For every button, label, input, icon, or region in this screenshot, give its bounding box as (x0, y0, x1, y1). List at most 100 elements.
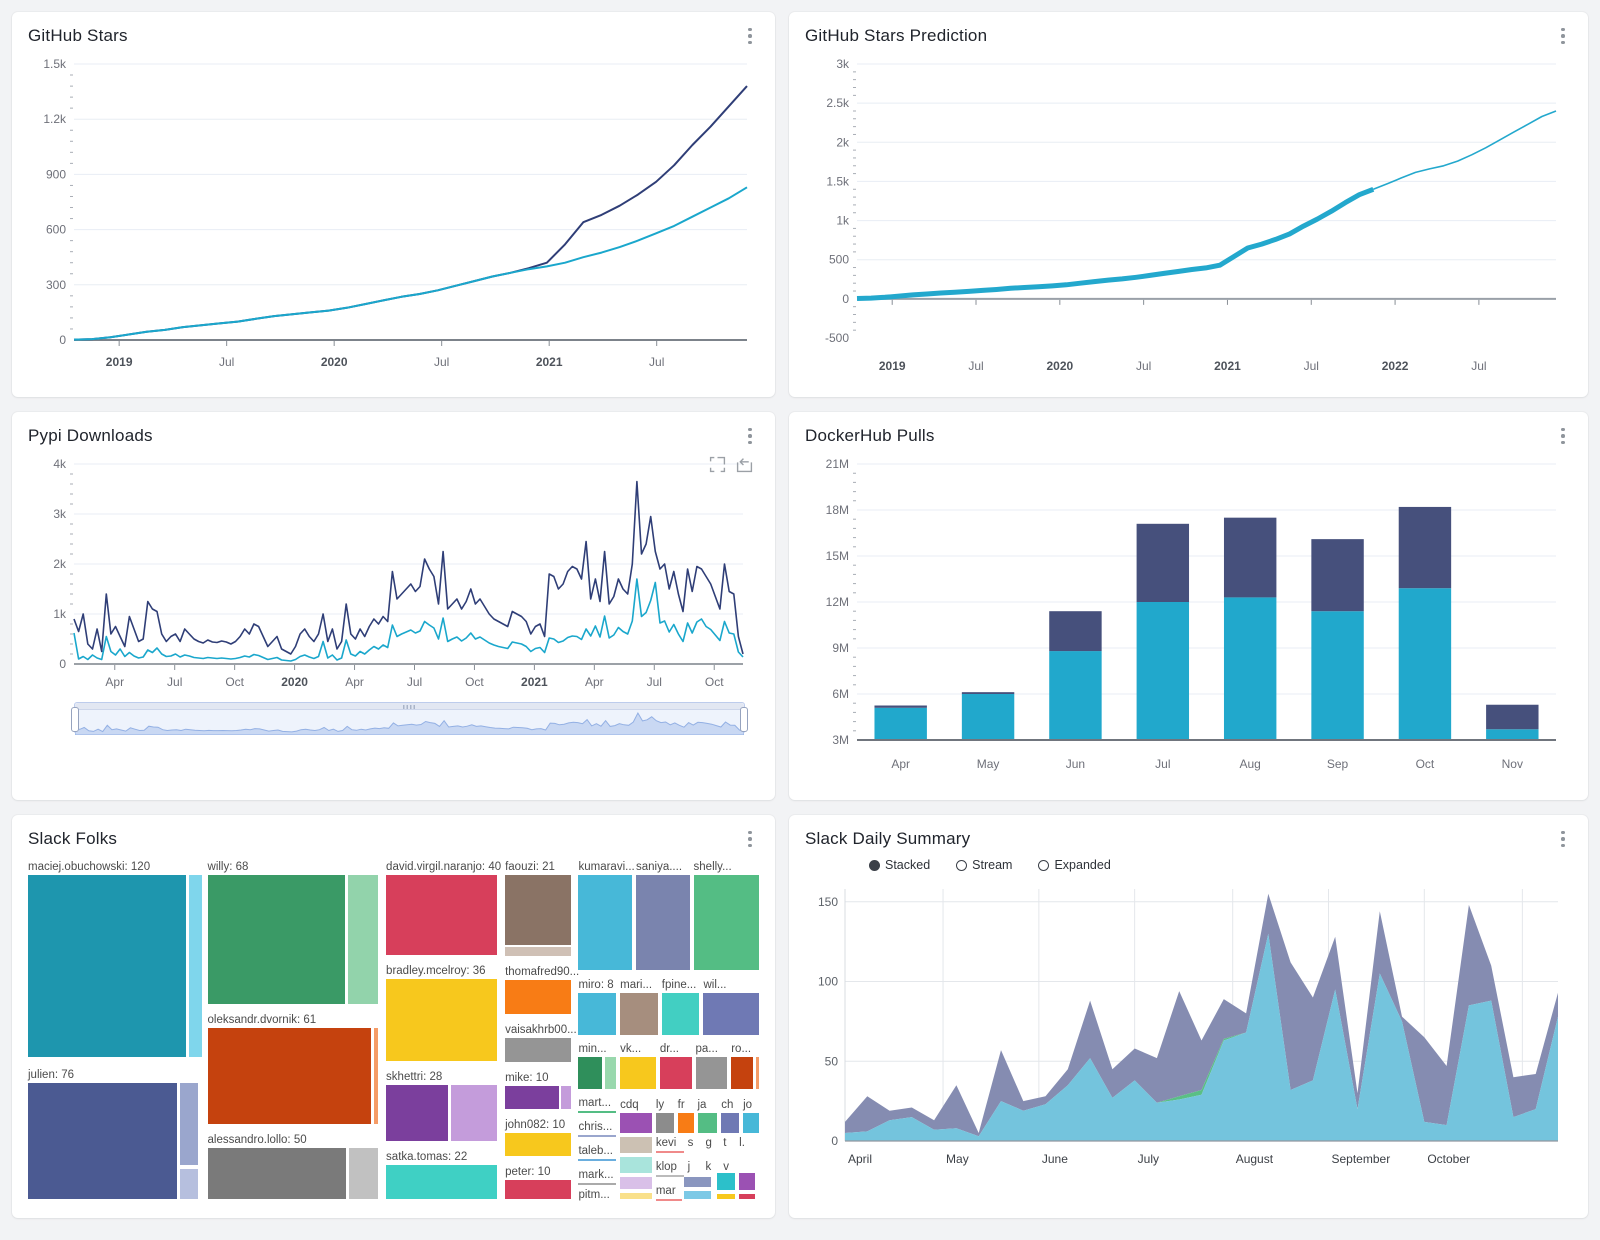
bar-pulls-cyan[interactable] (1398, 588, 1452, 740)
treemap-block[interactable] (450, 1085, 498, 1141)
treemap-block[interactable] (386, 979, 498, 1061)
treemap-block[interactable] (717, 1194, 736, 1199)
legend-item-expanded[interactable]: Expanded (1038, 858, 1111, 872)
treemap-block[interactable] (620, 1177, 652, 1189)
treemap-block[interactable] (655, 1113, 674, 1133)
treemap-label: kumaravi... (578, 861, 635, 873)
slider-handle-left[interactable] (71, 707, 79, 732)
slider-handle-right[interactable] (740, 707, 748, 732)
restore-icon[interactable] (736, 456, 753, 473)
legend-item-stream[interactable]: Stream (956, 858, 1012, 872)
bar-pulls-cyan[interactable] (1049, 651, 1102, 740)
treemap-block[interactable] (179, 1169, 198, 1199)
bar-pulls-navy[interactable] (1311, 539, 1364, 612)
kebab-menu-icon[interactable] (1554, 26, 1572, 46)
zoom-select-icon[interactable] (709, 456, 726, 473)
treemap-block[interactable] (620, 1157, 652, 1173)
treemap-block[interactable] (560, 1086, 571, 1109)
bar-pulls-cyan[interactable] (1223, 597, 1277, 740)
kebab-menu-icon[interactable] (741, 426, 759, 446)
treemap-block[interactable] (386, 1085, 448, 1141)
treemap-sliver[interactable] (578, 1159, 617, 1161)
data-zoom-slider[interactable] (71, 702, 748, 735)
treemap-block[interactable] (620, 1193, 652, 1199)
treemap-block[interactable] (386, 1165, 498, 1199)
bar-pulls-navy[interactable] (1049, 611, 1102, 652)
treemap-block[interactable] (578, 875, 633, 970)
treemap-sliver[interactable] (655, 1199, 682, 1201)
kebab-menu-icon[interactable] (1554, 829, 1572, 849)
treemap-block[interactable] (620, 1057, 656, 1089)
treemap-block[interactable] (505, 1086, 559, 1109)
treemap-label: faouzi: 21 (505, 861, 555, 873)
treemap-block[interactable] (756, 1057, 759, 1089)
bar-pulls-navy[interactable] (874, 705, 927, 708)
treemap-block[interactable] (683, 1177, 712, 1187)
treemap-block[interactable] (620, 1137, 652, 1153)
treemap-block[interactable] (739, 1173, 756, 1190)
treemap-block[interactable] (743, 1113, 759, 1133)
treemap-block[interactable] (717, 1173, 736, 1190)
treemap-sliver[interactable] (578, 1135, 617, 1137)
treemap-block[interactable] (695, 1057, 728, 1089)
treemap-block[interactable] (28, 875, 186, 1057)
bar-pulls-cyan[interactable] (961, 694, 1015, 740)
kebab-menu-icon[interactable] (1554, 426, 1572, 446)
y-axis-label: 0 (831, 1134, 838, 1148)
treemap-block[interactable] (578, 993, 617, 1035)
bar-pulls-navy[interactable] (1486, 704, 1539, 730)
bar-pulls-cyan[interactable] (1486, 729, 1539, 740)
treemap-block[interactable] (348, 875, 379, 1004)
treemap-block[interactable] (739, 1194, 756, 1199)
bar-pulls-navy[interactable] (1136, 523, 1190, 602)
treemap-block[interactable] (207, 1028, 372, 1124)
x-axis-label: Aug (1240, 757, 1261, 771)
treemap-sliver[interactable] (578, 1183, 617, 1185)
treemap-label: taleb... (578, 1145, 613, 1157)
treemap-sliver[interactable] (655, 1151, 684, 1153)
panel-dockerhub-pulls: DockerHub Pulls 3M 6M 9M 12M 15M 18M 21M Apr May… (789, 412, 1588, 800)
treemap-block[interactable] (188, 875, 202, 1057)
treemap-block[interactable] (620, 993, 658, 1035)
legend-item-stacked[interactable]: Stacked (869, 858, 930, 872)
bar-pulls-navy[interactable] (1398, 506, 1452, 589)
treemap-block[interactable] (179, 1083, 198, 1165)
slider-grip-icon[interactable] (402, 704, 417, 709)
treemap-block[interactable] (505, 980, 571, 1014)
treemap-block[interactable] (207, 1148, 347, 1199)
treemap-block[interactable] (683, 1191, 712, 1199)
treemap-block[interactable] (505, 1038, 571, 1062)
treemap-block[interactable] (505, 1180, 571, 1199)
bar-pulls-cyan[interactable] (874, 707, 927, 740)
treemap-block[interactable] (661, 993, 700, 1035)
treemap-block[interactable] (505, 1133, 571, 1156)
treemap-block[interactable] (28, 1083, 177, 1199)
treemap-block[interactable] (207, 875, 346, 1004)
treemap-sliver[interactable] (578, 1111, 617, 1113)
treemap-block[interactable] (703, 993, 759, 1035)
bar-pulls-navy[interactable] (1223, 517, 1277, 598)
bar-pulls-cyan[interactable] (1136, 602, 1190, 740)
kebab-menu-icon[interactable] (741, 26, 759, 46)
treemap-block[interactable] (386, 875, 498, 955)
y-axis-label: 12M (826, 595, 849, 609)
treemap-label: saniya.... (636, 861, 683, 873)
treemap-block[interactable] (697, 1113, 718, 1133)
treemap-block[interactable] (578, 1057, 603, 1089)
treemap-block[interactable] (349, 1148, 379, 1199)
treemap-block[interactable] (731, 1057, 754, 1089)
treemap-block[interactable] (636, 875, 690, 970)
treemap-block[interactable] (693, 875, 759, 970)
treemap-block[interactable] (659, 1057, 692, 1089)
treemap-sliver[interactable] (655, 1175, 684, 1177)
kebab-menu-icon[interactable] (741, 829, 759, 849)
treemap-block[interactable] (505, 875, 571, 945)
bar-pulls-cyan[interactable] (1311, 611, 1364, 740)
treemap-block[interactable] (605, 1057, 617, 1089)
treemap-block[interactable] (620, 1113, 652, 1133)
treemap-block[interactable] (505, 947, 571, 956)
treemap-block[interactable] (721, 1113, 740, 1133)
treemap-block[interactable] (374, 1028, 379, 1124)
bar-pulls-navy[interactable] (961, 692, 1015, 694)
treemap-block[interactable] (677, 1113, 694, 1133)
